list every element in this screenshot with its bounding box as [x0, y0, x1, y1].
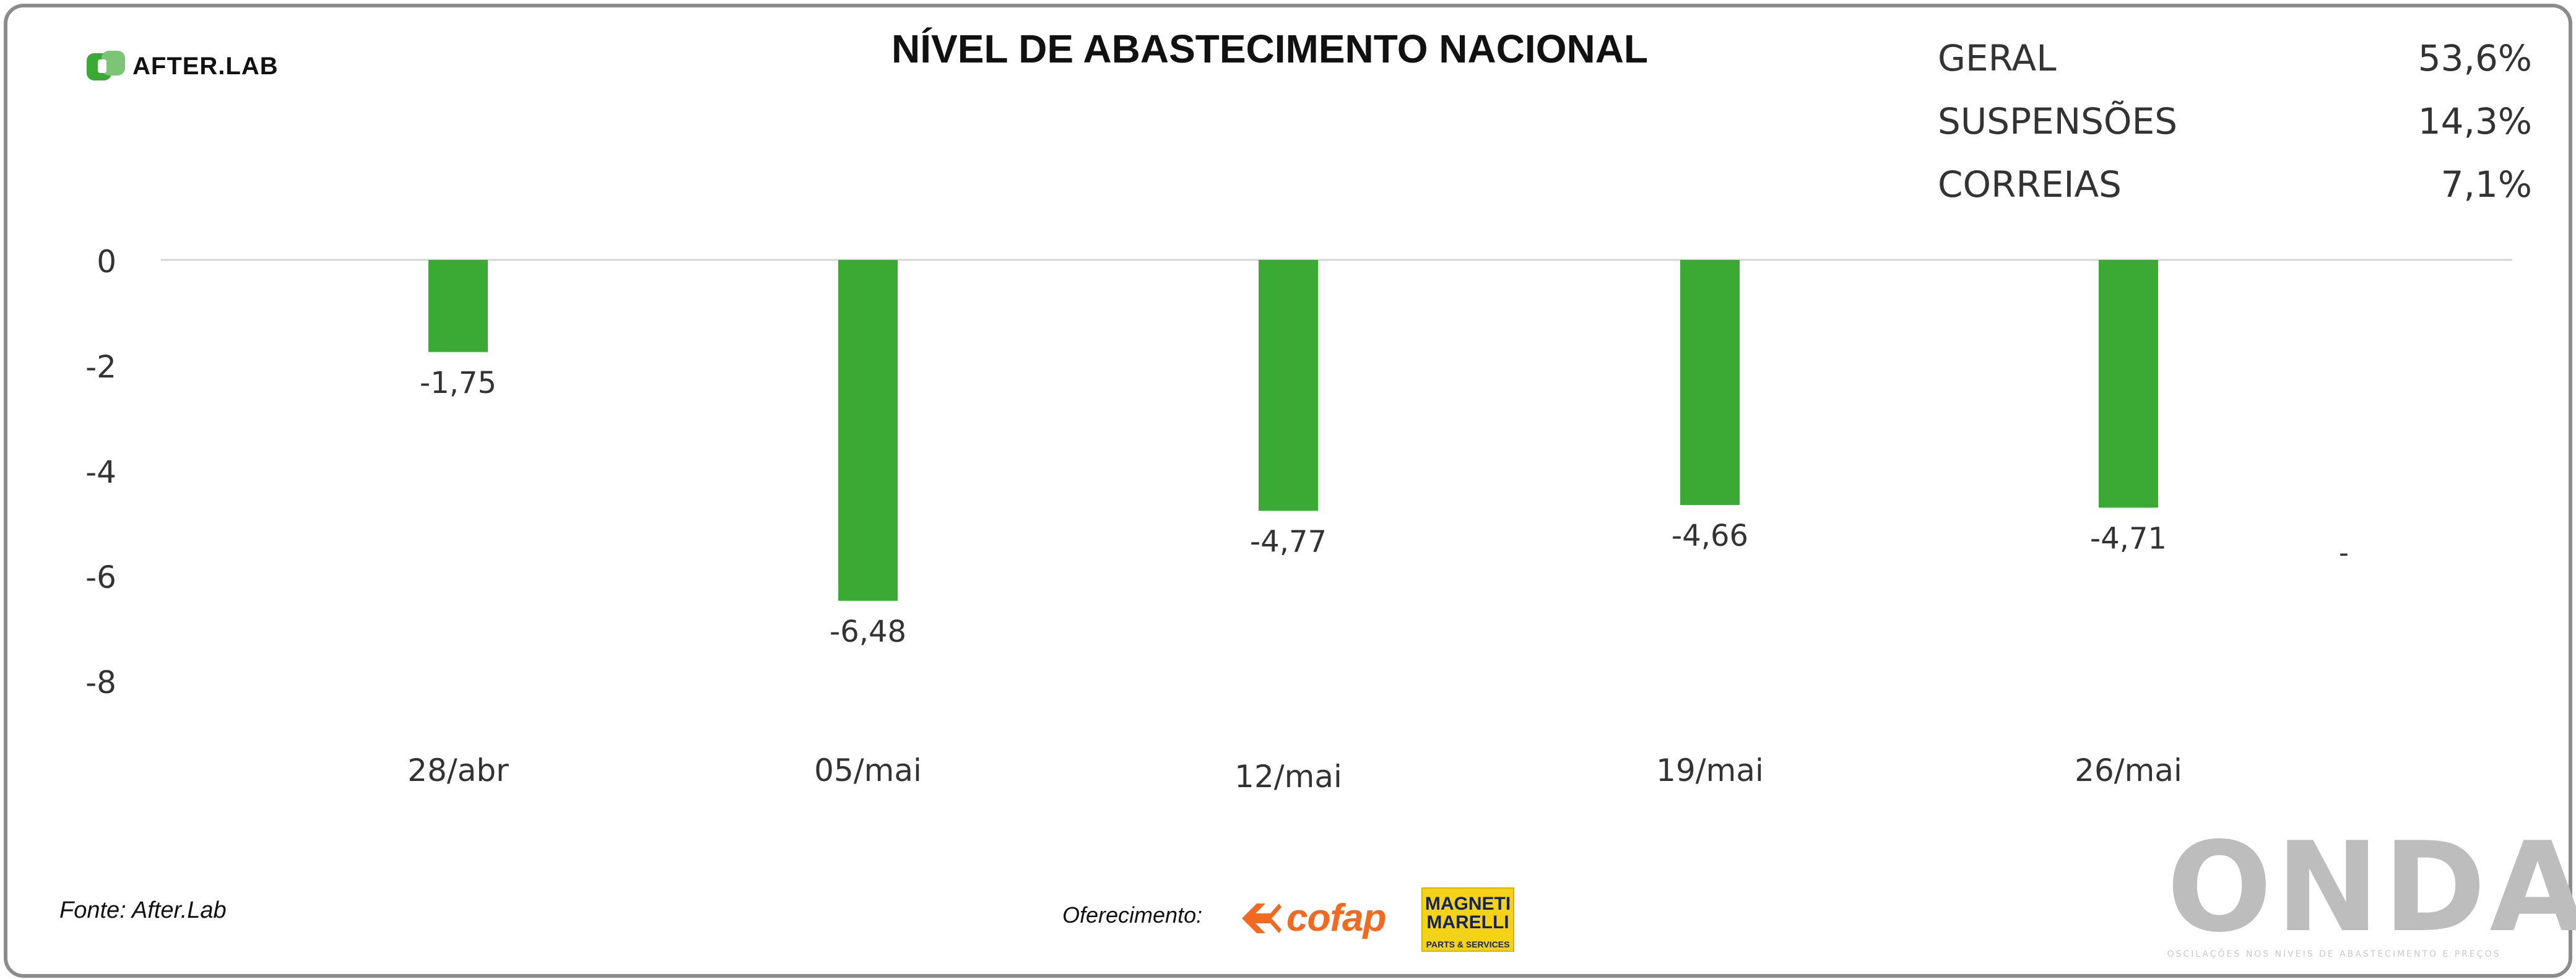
onda-wordmark: ONDA: [2167, 816, 2576, 960]
bar: [2099, 260, 2158, 508]
cofap-text: cofap: [1286, 897, 1386, 939]
chart-title: NÍVEL DE ABASTECIMENTO NACIONAL: [891, 27, 1648, 71]
stat-label: GERAL: [1938, 37, 2057, 79]
stat-row-suspensoes: SUSPENSÕES 14,3%: [1938, 100, 2532, 163]
stat-value: 7,1%: [2440, 163, 2532, 205]
data-label: -6,48: [830, 615, 906, 649]
stat-row-correias: CORREIAS 7,1%: [1938, 163, 2532, 226]
afterlab-logo-icon: [87, 51, 125, 80]
y-tick-label: -6: [85, 559, 116, 595]
y-tick-label: -2: [85, 349, 116, 385]
cofap-mark-icon: [1242, 903, 1281, 933]
bar: [838, 260, 898, 601]
onda-tagline: OSCILAÇÕES NOS NÍVEIS DE ABASTECIMENTO E…: [2167, 949, 2501, 959]
x-tick-label: 05/mai: [814, 753, 922, 788]
data-label: -4,66: [1672, 519, 1748, 553]
source-note: Fonte: After.Lab: [59, 897, 227, 923]
bar: [1259, 260, 1318, 511]
afterlab-brand-text: AFTER.LAB: [132, 52, 279, 80]
y-tick-label: 0: [97, 244, 116, 280]
x-tick-label: 28/abr: [407, 753, 509, 788]
data-label: -4,77: [1250, 524, 1327, 559]
sponsor-label: Oferecimento:: [1062, 902, 1203, 928]
stat-label: SUSPENSÕES: [1938, 100, 2178, 142]
magneti-marelli-logo: MAGNETI MARELLI PARTS & SERVICES: [1421, 887, 1514, 952]
stats-panel: GERAL 53,6% SUSPENSÕES 14,3% CORREIAS 7,…: [1938, 37, 2532, 226]
y-tick-label: -8: [85, 665, 116, 701]
data-label-empty: -: [2339, 537, 2349, 569]
x-tick-label: 26/mai: [2075, 753, 2182, 788]
stat-value: 53,6%: [2418, 37, 2532, 79]
magneti-marelli-name: MAGNETI MARELLI: [1425, 894, 1511, 933]
data-label: -1,75: [420, 366, 497, 400]
magneti-marelli-sub: PARTS & SERVICES: [1426, 939, 1510, 949]
onda-logo: ONDA OSCILAÇÕES NOS NÍVEIS DE ABASTECIME…: [2167, 816, 2576, 960]
y-tick-label: -4: [85, 454, 116, 490]
bar: [1680, 260, 1740, 506]
bar: [428, 260, 488, 352]
cofap-logo: cofap: [1238, 896, 1386, 940]
data-label: -4,71: [2090, 521, 2167, 556]
x-tick-label: 19/mai: [1656, 753, 1764, 788]
stat-value: 14,3%: [2418, 100, 2532, 142]
stat-label: CORREIAS: [1938, 163, 2122, 205]
stat-row-geral: GERAL 53,6%: [1938, 37, 2532, 100]
afterlab-logo: AFTER.LAB: [85, 50, 279, 83]
x-tick-label: 12/mai: [1234, 759, 1342, 795]
